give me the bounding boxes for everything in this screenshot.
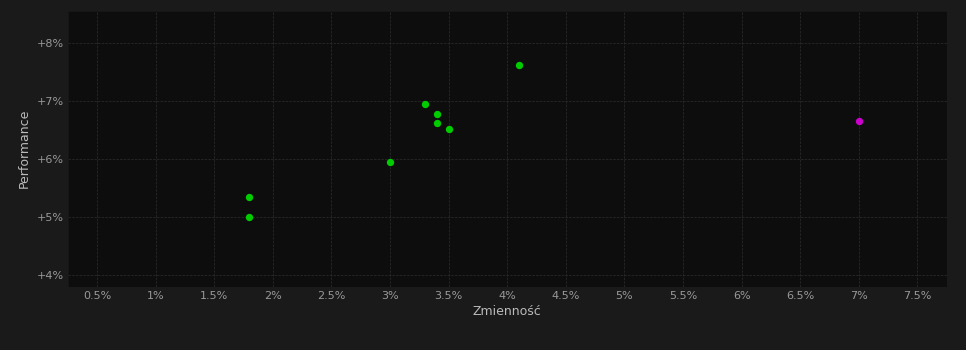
Point — [429, 111, 444, 116]
X-axis label: Zmienność: Zmienność — [472, 305, 542, 318]
Point — [440, 126, 456, 132]
Point — [429, 120, 444, 126]
Point — [511, 62, 526, 68]
Point — [851, 118, 867, 124]
Point — [242, 194, 257, 199]
Y-axis label: Performance: Performance — [17, 109, 31, 188]
Point — [383, 159, 398, 164]
Point — [417, 101, 433, 106]
Point — [242, 214, 257, 220]
